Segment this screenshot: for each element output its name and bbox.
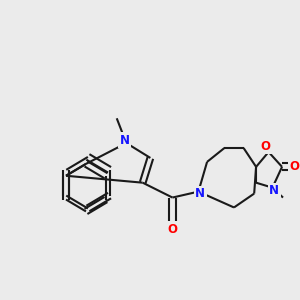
Text: N: N bbox=[119, 134, 129, 147]
Text: O: O bbox=[167, 223, 178, 236]
Text: N: N bbox=[269, 184, 279, 197]
Text: N: N bbox=[195, 187, 205, 200]
Text: O: O bbox=[290, 160, 299, 173]
Text: O: O bbox=[261, 140, 271, 152]
